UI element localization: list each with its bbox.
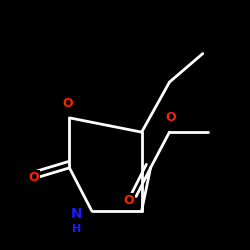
- Text: N: N: [70, 207, 82, 221]
- Text: O: O: [63, 97, 73, 110]
- Text: O: O: [166, 111, 176, 124]
- Text: O: O: [28, 171, 39, 184]
- Text: O: O: [124, 194, 134, 206]
- Text: H: H: [72, 224, 81, 234]
